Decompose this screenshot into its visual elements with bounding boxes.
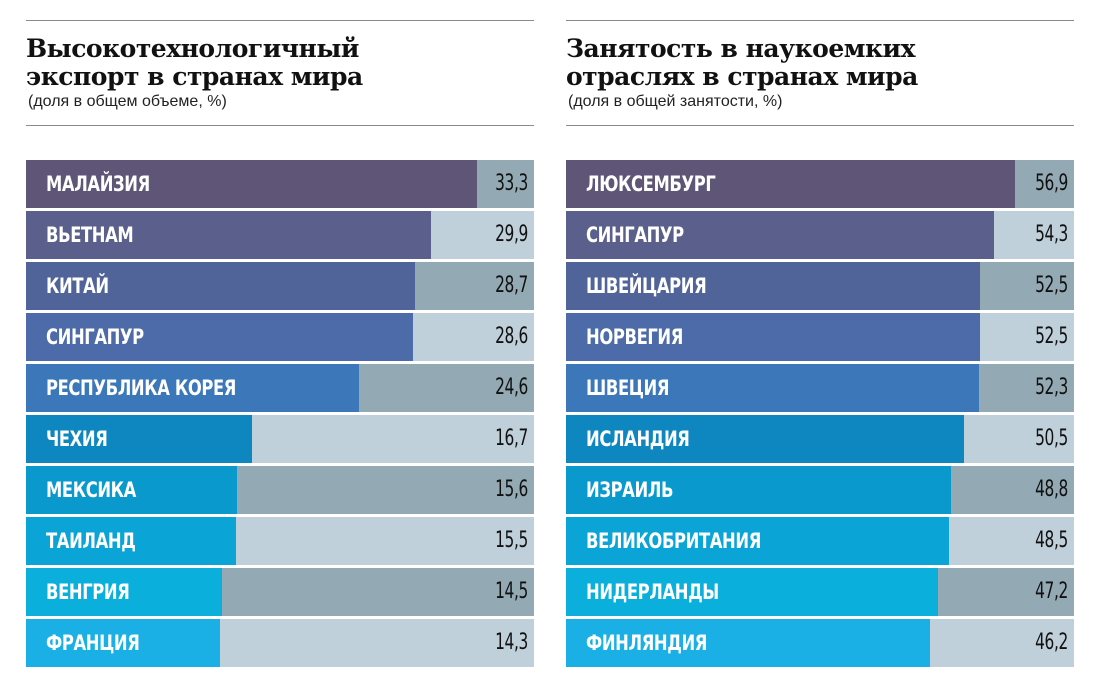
bar-row: ЛЮКСЕМБУРГ 56,9 — [566, 160, 1074, 208]
value-label: 48,8 — [1035, 477, 1068, 502]
value-label: 52,3 — [1035, 375, 1068, 400]
category-label: ВЕЛИКОБРИТАНИЯ — [586, 529, 761, 553]
category-label: МАЛАЙЗИЯ — [46, 172, 150, 196]
bottom-rule — [26, 125, 534, 126]
bar — [26, 262, 415, 310]
chart-title-line-1: Занятость в наукоемких — [566, 34, 915, 63]
value-label: 46,2 — [1035, 630, 1068, 655]
value-label: 28,6 — [495, 324, 528, 349]
value-label: 29,9 — [495, 222, 528, 247]
bar-row: ВЕЛИКОБРИТАНИЯ 48,5 — [566, 517, 1074, 565]
bar-chart: ЛЮКСЕМБУРГ 56,9 СИНГАПУР 54,3 ШВЕЙЦАРИЯ 52,5 Н… — [566, 160, 1074, 667]
category-label: ФРАНЦИЯ — [46, 631, 140, 655]
bar-row: КИТАЙ 28,7 — [26, 262, 534, 310]
bar — [26, 364, 359, 412]
bar-row: ЧЕХИЯ 16,7 — [26, 415, 534, 463]
value-label: 47,2 — [1035, 579, 1068, 604]
category-label: ВЬЕТНАМ — [46, 223, 134, 247]
bar-row: ШВЕЦИЯ 52,3 — [566, 364, 1074, 412]
chart-subtitle: (доля в общем объеме, %) — [28, 93, 227, 110]
category-label: ИСЛАНДИЯ — [586, 427, 690, 451]
category-label: ФИНЛЯНДИЯ — [586, 631, 707, 655]
value-label: 33,3 — [495, 171, 528, 196]
chart-title-line-2: отраслях в странах мира — [566, 62, 918, 91]
value-label: 28,7 — [495, 273, 528, 298]
value-label: 14,5 — [495, 579, 528, 604]
top-rule — [26, 20, 534, 21]
chart-title-line-1: Высокотехнологичный — [26, 34, 359, 63]
value-label: 52,5 — [1035, 324, 1068, 349]
bar — [566, 619, 930, 667]
chart-title: Высокотехнологичный экспорт в странах ми… — [26, 35, 534, 91]
bar-row: ИСЛАНДИЯ 50,5 — [566, 415, 1074, 463]
bar — [26, 211, 431, 259]
category-label: ТАИЛАНД — [46, 529, 136, 553]
chart-subtitle: (доля в общей занятости, %) — [568, 93, 783, 110]
bar — [566, 160, 1015, 208]
bar-row: СИНГАПУР 54,3 — [566, 211, 1074, 259]
bar-row: НИДЕРЛАНДЫ 47,2 — [566, 568, 1074, 616]
bar — [26, 415, 252, 463]
bar — [26, 619, 220, 667]
bar — [566, 211, 994, 259]
bar — [566, 262, 980, 310]
bar-row: ФРАНЦИЯ 14,3 — [26, 619, 534, 667]
chart-title: Занятость в наукоемких отраслях в страна… — [566, 35, 1074, 91]
bar-row: СИНГАПУР 28,6 — [26, 313, 534, 361]
category-label: ШВЕЙЦАРИЯ — [586, 274, 707, 298]
category-label: ШВЕЦИЯ — [586, 376, 670, 400]
value-label: 50,5 — [1035, 426, 1068, 451]
value-label: 56,9 — [1035, 171, 1068, 196]
value-label: 52,5 — [1035, 273, 1068, 298]
category-label: ЧЕХИЯ — [46, 427, 108, 451]
value-label: 54,3 — [1035, 222, 1068, 247]
bar-row: МАЛАЙЗИЯ 33,3 — [26, 160, 534, 208]
category-label: КИТАЙ — [46, 274, 109, 298]
category-label: РЕСПУБЛИКА КОРЕЯ — [46, 376, 237, 400]
category-label: НИДЕРЛАНДЫ — [586, 580, 719, 604]
category-label: ВЕНГРИЯ — [46, 580, 130, 604]
category-label: НОРВЕГИЯ — [586, 325, 683, 349]
bar — [26, 313, 413, 361]
bar-row: РЕСПУБЛИКА КОРЕЯ 24,6 — [26, 364, 534, 412]
value-label: 24,6 — [495, 375, 528, 400]
category-label: СИНГАПУР — [46, 325, 144, 349]
top-rule — [566, 20, 1074, 21]
value-label: 14,3 — [495, 630, 528, 655]
bottom-rule — [566, 125, 1074, 126]
bar-row: ВЬЕТНАМ 29,9 — [26, 211, 534, 259]
bar-row: МЕКСИКА 15,6 — [26, 466, 534, 514]
bar-row: ВЕНГРИЯ 14,5 — [26, 568, 534, 616]
value-label: 15,5 — [495, 528, 528, 553]
value-label: 15,6 — [495, 477, 528, 502]
bar — [566, 517, 949, 565]
bar — [26, 160, 477, 208]
category-label: МЕКСИКА — [46, 478, 136, 502]
bar — [26, 517, 236, 565]
value-label: 16,7 — [495, 426, 528, 451]
bar — [566, 415, 964, 463]
bar — [26, 568, 222, 616]
category-label: ЛЮКСЕМБУРГ — [586, 172, 716, 196]
bar-row: ТАИЛАНД 15,5 — [26, 517, 534, 565]
bar-row: ФИНЛЯНДИЯ 46,2 — [566, 619, 1074, 667]
bar — [566, 568, 938, 616]
chart-title-line-2: экспорт в странах мира — [26, 62, 363, 91]
bar-row: ШВЕЙЦАРИЯ 52,5 — [566, 262, 1074, 310]
bar-chart: МАЛАЙЗИЯ 33,3 ВЬЕТНАМ 29,9 КИТАЙ 28,7 СИНГАПУР… — [26, 160, 534, 667]
bar — [566, 313, 980, 361]
bar-row: НОРВЕГИЯ 52,5 — [566, 313, 1074, 361]
value-label: 48,5 — [1035, 528, 1068, 553]
bar — [566, 466, 951, 514]
bar-row: ИЗРАИЛЬ 48,8 — [566, 466, 1074, 514]
category-label: СИНГАПУР — [586, 223, 684, 247]
bar — [26, 466, 237, 514]
category-label: ИЗРАИЛЬ — [586, 478, 674, 502]
bar — [566, 364, 979, 412]
